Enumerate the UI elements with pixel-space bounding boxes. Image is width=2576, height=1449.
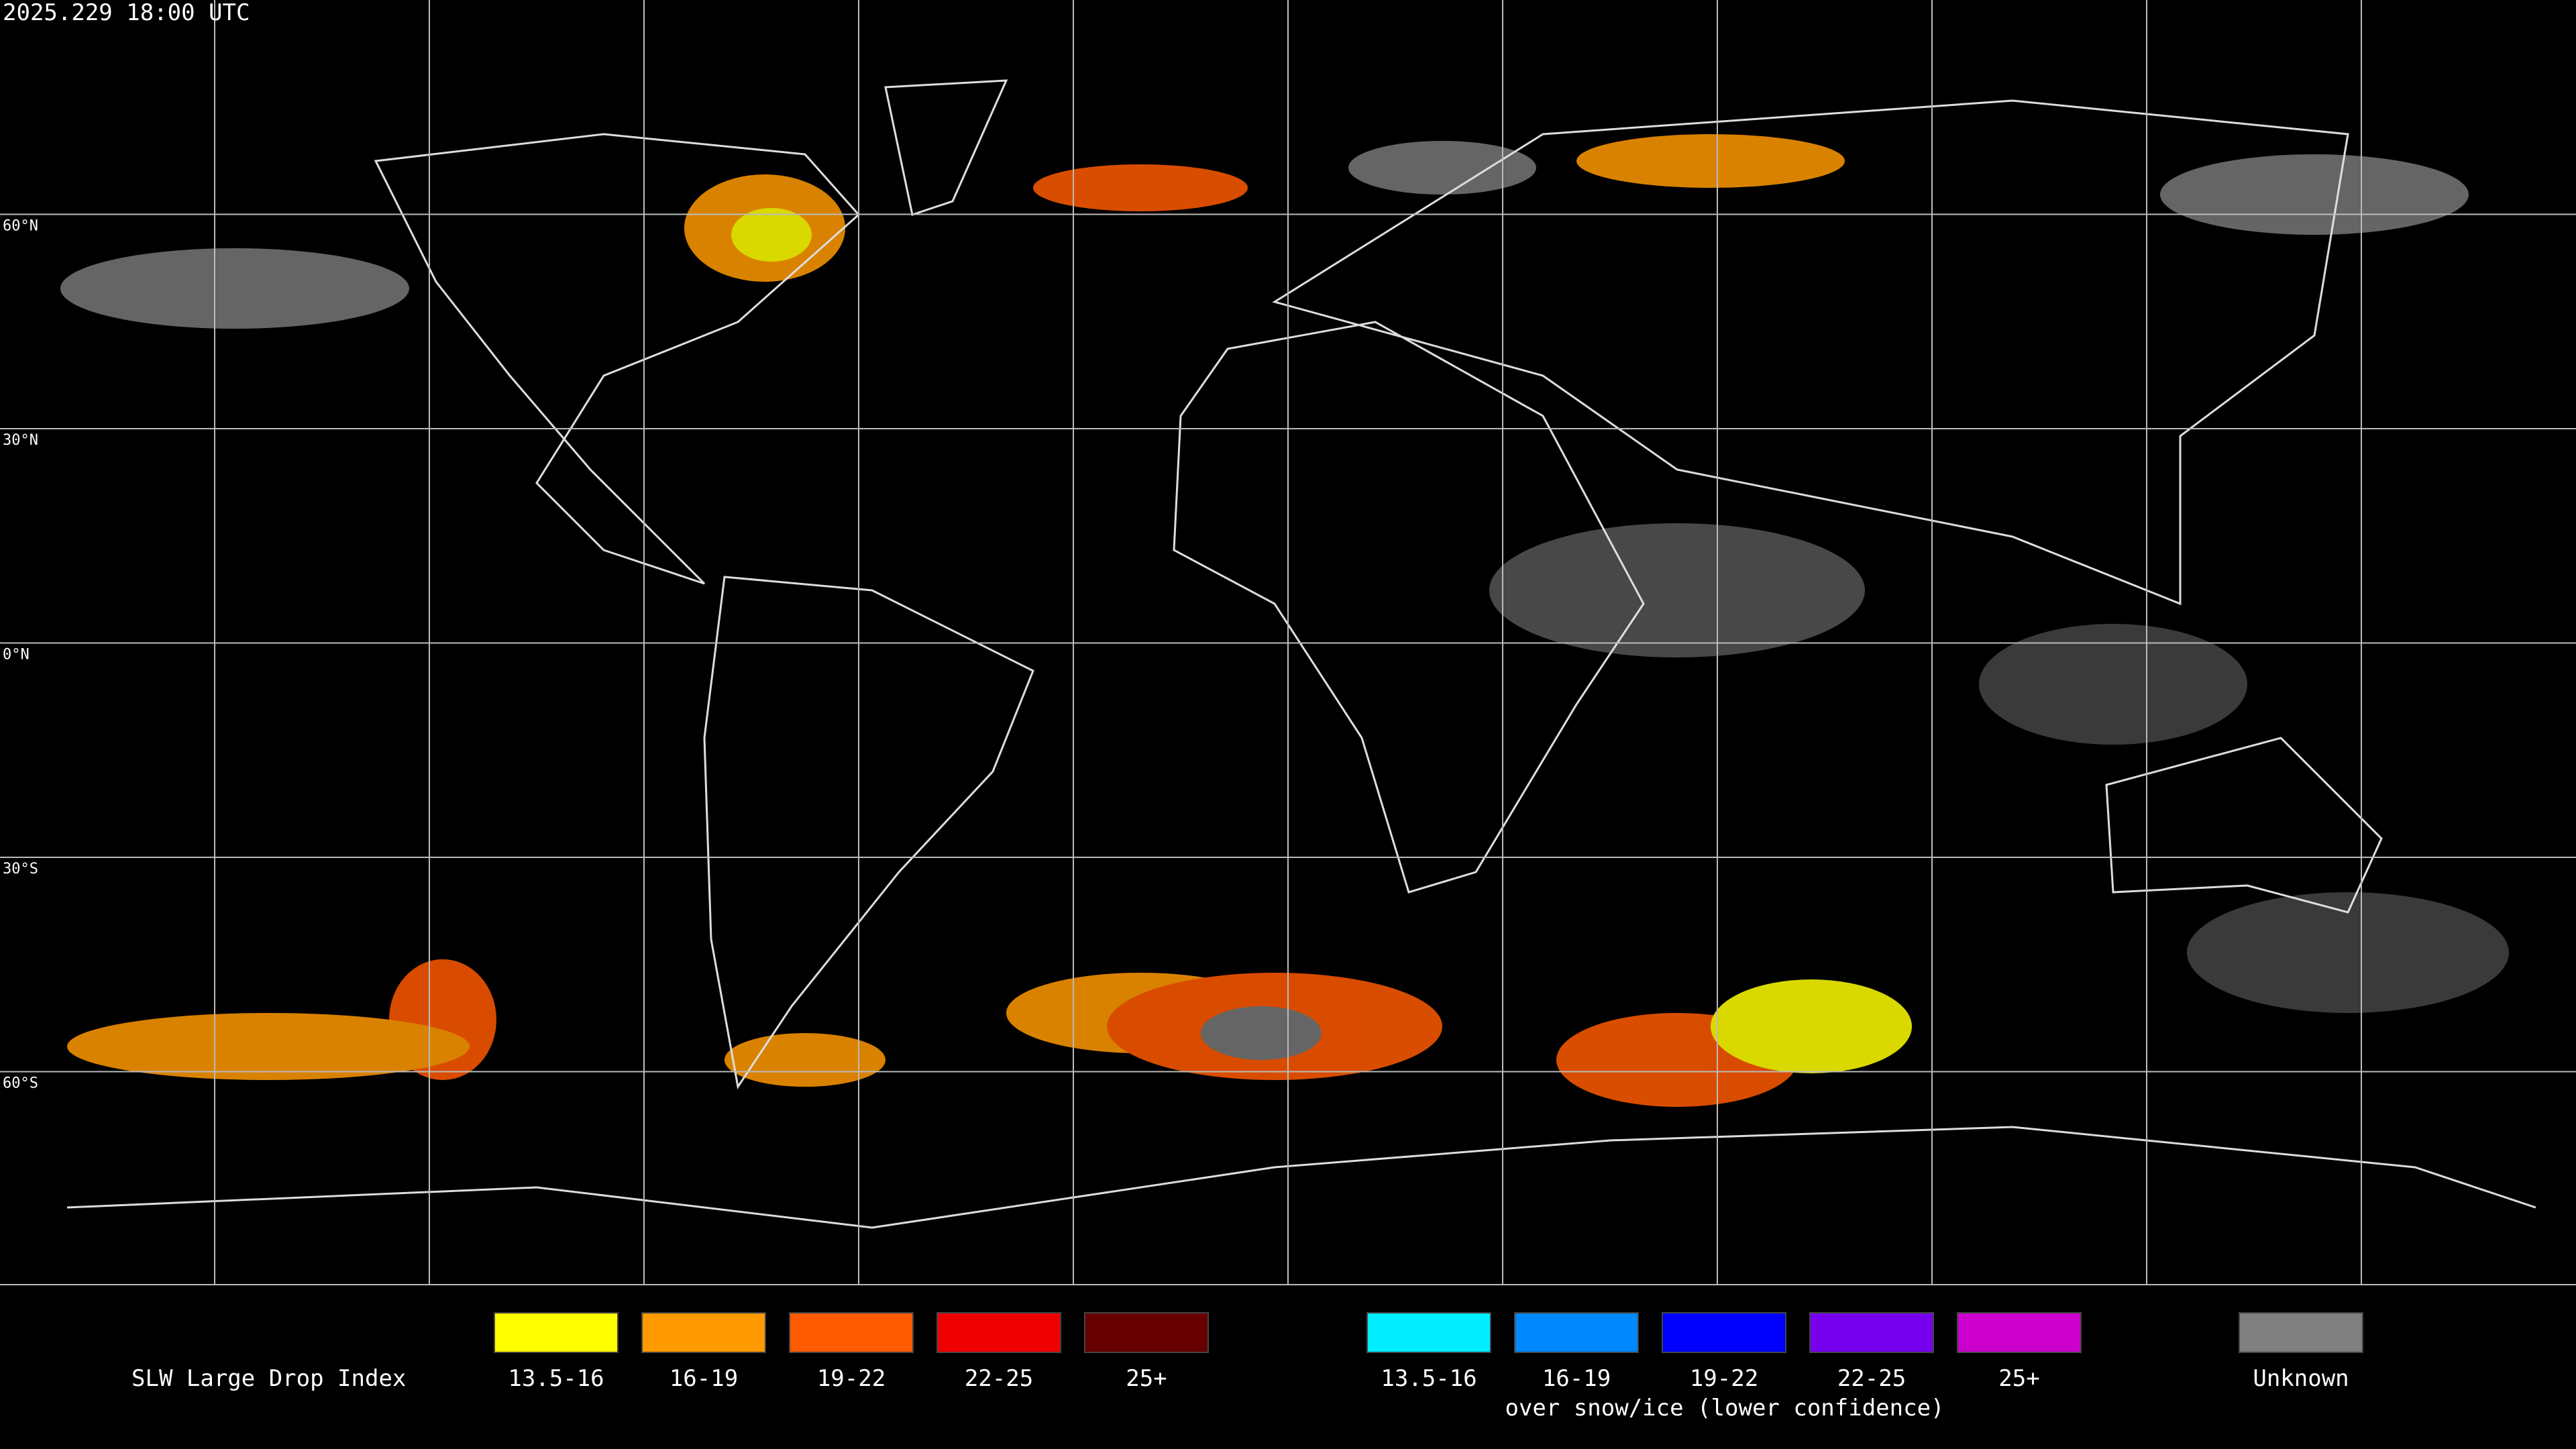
map: 60°N 30°N 0°N 30°S 60°S [0,0,2576,1285]
legend: SLW Large Drop Index over snow/ice (lowe… [131,1312,2363,1421]
latitude-label: 30°N [3,432,38,449]
legend-label: 16-19 [1542,1365,1611,1392]
legend-label: 22-25 [965,1365,1033,1392]
legend-swatch [1957,1312,2082,1353]
legend-label: 19-22 [1690,1365,1758,1392]
legend-swatch [641,1312,766,1353]
legend-swatch [1809,1312,1934,1353]
legend-label: 22-25 [1837,1365,1906,1392]
graticule [0,0,2576,1285]
latitude-label: 60°S [3,1075,38,1092]
legend-swatch [1084,1312,1209,1353]
legend-label: Unknown [2253,1365,2349,1392]
timestamp: 2025.229 18:00 UTC [3,0,250,26]
legend-note: over snow/ice (lower confidence) [1505,1395,1944,1421]
legend-swatch [2239,1312,2363,1353]
legend-swatch [789,1312,914,1353]
latitude-label: 60°N [3,218,38,235]
legend-swatch [1662,1312,1786,1353]
latitude-label: 30°S [3,861,38,877]
legend-swatch [494,1312,619,1353]
coastlines [66,79,2536,1229]
legend-label: 19-22 [817,1365,885,1392]
legend-label: 16-19 [669,1365,738,1392]
legend-title: SLW Large Drop Index [131,1365,406,1392]
legend-label: 13.5-16 [1381,1365,1477,1392]
legend-label: 13.5-16 [508,1365,604,1392]
legend-label: 25+ [1126,1365,1167,1392]
legend-swatch [1514,1312,1639,1353]
cloud-patches [60,134,2509,1107]
legend-swatch [936,1312,1061,1353]
legend-label: 25+ [1998,1365,2039,1392]
latitude-label: 0°N [3,647,30,663]
legend-swatch [1366,1312,1491,1353]
